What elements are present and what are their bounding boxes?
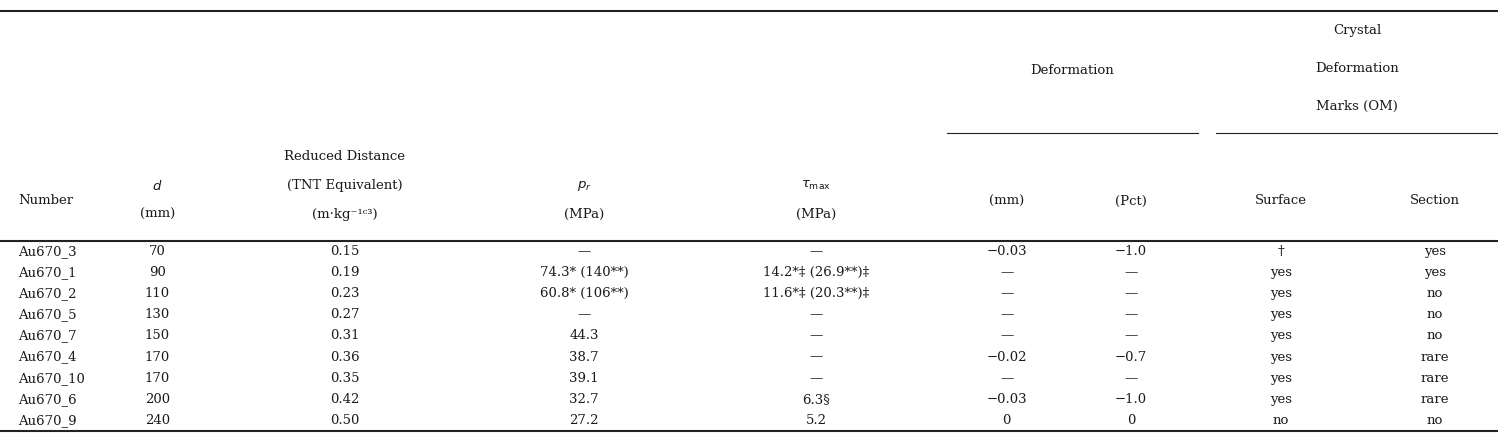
Text: no: no [1428, 414, 1443, 427]
Text: 0.42: 0.42 [330, 393, 360, 406]
Text: —: — [578, 309, 590, 321]
Text: 74.3* (140**): 74.3* (140**) [539, 266, 629, 279]
Text: yes: yes [1270, 287, 1291, 300]
Text: $d$: $d$ [153, 179, 162, 193]
Text: $\tau_{\mathrm{max}}$: $\tau_{\mathrm{max}}$ [801, 179, 831, 192]
Text: Marks (OM): Marks (OM) [1317, 99, 1398, 113]
Text: 32.7: 32.7 [569, 393, 599, 406]
Text: yes: yes [1270, 266, 1291, 279]
Text: —: — [1001, 309, 1013, 321]
Text: —: — [1125, 309, 1137, 321]
Text: 0.36: 0.36 [330, 351, 360, 363]
Text: 0: 0 [1126, 414, 1135, 427]
Text: −0.02: −0.02 [986, 351, 1028, 363]
Text: Deformation: Deformation [1315, 62, 1399, 75]
Text: −0.7: −0.7 [1115, 351, 1147, 363]
Text: Au670_9: Au670_9 [18, 414, 76, 427]
Text: 0.35: 0.35 [330, 372, 360, 385]
Text: Deformation: Deformation [1031, 64, 1115, 77]
Text: (TNT Equivalent): (TNT Equivalent) [286, 179, 403, 192]
Text: —: — [1001, 372, 1013, 385]
Text: Au670_2: Au670_2 [18, 287, 76, 300]
Text: 0.19: 0.19 [330, 266, 360, 279]
Text: 6.3§: 6.3§ [803, 393, 830, 406]
Text: Crystal: Crystal [1333, 24, 1381, 38]
Text: (mm): (mm) [139, 208, 175, 221]
Text: yes: yes [1425, 266, 1446, 279]
Text: 0.31: 0.31 [330, 329, 360, 343]
Text: −0.03: −0.03 [986, 393, 1028, 406]
Text: 0.23: 0.23 [330, 287, 360, 300]
Text: yes: yes [1270, 393, 1291, 406]
Text: —: — [578, 245, 590, 258]
Text: 240: 240 [145, 414, 169, 427]
Text: Section: Section [1410, 194, 1461, 207]
Text: Number: Number [18, 194, 73, 207]
Text: —: — [1125, 287, 1137, 300]
Text: —: — [1001, 287, 1013, 300]
Text: Au670_1: Au670_1 [18, 266, 76, 279]
Text: Surface: Surface [1255, 194, 1306, 207]
Text: —: — [810, 309, 822, 321]
Text: 170: 170 [145, 372, 169, 385]
Text: 44.3: 44.3 [569, 329, 599, 343]
Text: 90: 90 [148, 266, 166, 279]
Text: $p_r$: $p_r$ [577, 179, 592, 193]
Text: —: — [810, 351, 822, 363]
Text: (MPa): (MPa) [797, 208, 836, 221]
Text: —: — [1125, 266, 1137, 279]
Text: yes: yes [1270, 372, 1291, 385]
Text: 0.15: 0.15 [330, 245, 360, 258]
Text: 39.1: 39.1 [569, 372, 599, 385]
Text: −0.03: −0.03 [986, 245, 1028, 258]
Text: 110: 110 [145, 287, 169, 300]
Text: rare: rare [1420, 351, 1450, 363]
Text: (MPa): (MPa) [565, 208, 604, 221]
Text: −1.0: −1.0 [1115, 393, 1147, 406]
Text: 0: 0 [1002, 414, 1011, 427]
Text: (mm): (mm) [989, 194, 1025, 207]
Text: yes: yes [1425, 245, 1446, 258]
Text: —: — [1125, 329, 1137, 343]
Text: —: — [1001, 329, 1013, 343]
Text: 70: 70 [148, 245, 166, 258]
Text: Reduced Distance: Reduced Distance [285, 150, 404, 163]
Text: rare: rare [1420, 393, 1450, 406]
Text: 130: 130 [145, 309, 169, 321]
Text: (Pct): (Pct) [1115, 194, 1147, 207]
Text: Au670_4: Au670_4 [18, 351, 76, 363]
Text: yes: yes [1270, 309, 1291, 321]
Text: 11.6*‡ (20.3**)‡: 11.6*‡ (20.3**)‡ [764, 287, 869, 300]
Text: 0.50: 0.50 [330, 414, 360, 427]
Text: Au670_10: Au670_10 [18, 372, 85, 385]
Text: yes: yes [1270, 329, 1291, 343]
Text: yes: yes [1270, 351, 1291, 363]
Text: 14.2*‡ (26.9**)‡: 14.2*‡ (26.9**)‡ [764, 266, 869, 279]
Text: 60.8* (106**): 60.8* (106**) [539, 287, 629, 300]
Text: †: † [1278, 245, 1284, 258]
Text: —: — [1001, 266, 1013, 279]
Text: no: no [1428, 309, 1443, 321]
Text: Au670_6: Au670_6 [18, 393, 76, 406]
Text: —: — [1125, 372, 1137, 385]
Text: —: — [810, 372, 822, 385]
Text: 150: 150 [145, 329, 169, 343]
Text: no: no [1428, 329, 1443, 343]
Text: 200: 200 [145, 393, 169, 406]
Text: 38.7: 38.7 [569, 351, 599, 363]
Text: 0.27: 0.27 [330, 309, 360, 321]
Text: 27.2: 27.2 [569, 414, 599, 427]
Text: Au670_5: Au670_5 [18, 309, 76, 321]
Text: Au670_3: Au670_3 [18, 245, 76, 258]
Text: 170: 170 [145, 351, 169, 363]
Text: rare: rare [1420, 372, 1450, 385]
Text: Au670_7: Au670_7 [18, 329, 76, 343]
Text: no: no [1428, 287, 1443, 300]
Text: —: — [810, 245, 822, 258]
Text: —: — [810, 329, 822, 343]
Text: 5.2: 5.2 [806, 414, 827, 427]
Text: −1.0: −1.0 [1115, 245, 1147, 258]
Text: no: no [1273, 414, 1288, 427]
Text: (m·kg⁻¹ᶜ³): (m·kg⁻¹ᶜ³) [312, 208, 377, 221]
